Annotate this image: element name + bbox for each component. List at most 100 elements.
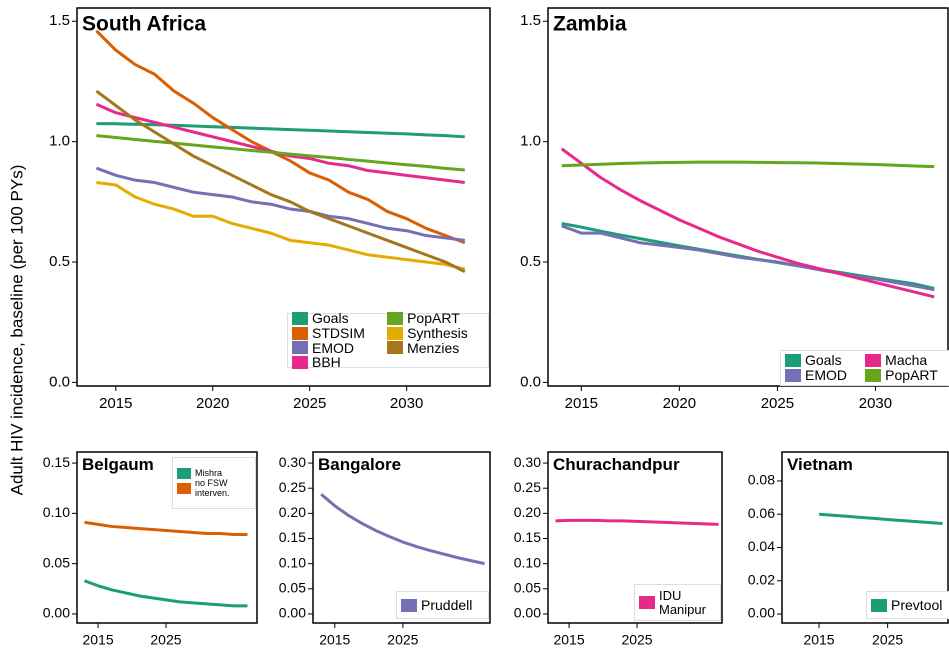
plot-frame: [76, 7, 491, 387]
y-tick-label: 0.00: [748, 605, 775, 621]
legend-item: STDSIM: [292, 326, 381, 341]
panel-title: Zambia: [553, 12, 627, 35]
legend: Mishra no FSW interven.: [172, 457, 256, 509]
panel-title: Vietnam: [787, 455, 853, 474]
y-axis-label: Adult HIV incidence, baseline (per 100 P…: [7, 165, 26, 496]
series-line: [83, 579, 248, 608]
series-line: [561, 160, 935, 169]
y-tick-label: 0.0: [520, 373, 541, 390]
legend-label: Goals: [805, 352, 842, 369]
y-tick-label: 0.20: [514, 504, 541, 520]
legend-label: BBH: [312, 354, 341, 371]
legend-item: EMOD: [785, 368, 859, 383]
x-tick-label: 2030: [390, 395, 423, 412]
x-tick-label: 2015: [99, 395, 132, 412]
y-tick-label: 0.00: [43, 605, 70, 621]
legend-swatch: [292, 311, 308, 325]
y-tick-label: 0.5: [520, 253, 541, 270]
y-tick-label: 0.10: [43, 504, 70, 520]
x-tick-label: 2030: [859, 395, 892, 412]
legend-label: Goals: [312, 310, 349, 327]
x-tick-label: 2020: [663, 395, 696, 412]
plot-area: [320, 493, 485, 566]
panel-title: South Africa: [82, 12, 206, 35]
series-line: [96, 134, 465, 172]
x-tick-label: 2015: [553, 632, 584, 648]
legend-label: EMOD: [805, 367, 847, 383]
legend-item: IDU Manipur: [639, 587, 716, 617]
legend-item: Menzies: [387, 339, 484, 356]
series-line: [95, 29, 466, 245]
x-tick-label: 2025: [150, 632, 181, 648]
series-line: [95, 89, 466, 273]
panel-title: Churachandpur: [553, 455, 680, 474]
y-tick-label: 0.15: [514, 529, 541, 545]
legend-swatch: [401, 598, 417, 612]
legend-item: Macha: [865, 353, 949, 368]
legend: IDU Manipur: [634, 584, 721, 621]
series-line: [95, 166, 465, 242]
legend-item: Goals: [785, 353, 859, 368]
x-tick-label: 2025: [293, 395, 326, 412]
legend-swatch: [177, 483, 191, 494]
legend-swatch: [785, 368, 801, 382]
legend-item: Synthesis: [387, 326, 484, 341]
series-line: [320, 493, 485, 566]
legend-label: STDSIM: [312, 324, 365, 341]
x-tick-label: 2025: [621, 632, 652, 648]
legend-item: no FSW interven.: [177, 478, 251, 498]
legend-label: no FSW interven.: [195, 478, 230, 498]
x-tick-label: 2020: [196, 395, 229, 412]
legend-swatch: [387, 341, 404, 355]
plot-area: [560, 147, 935, 299]
y-tick-label: 0.20: [279, 504, 306, 520]
x-tick-label: 2015: [803, 632, 834, 648]
y-tick-label: 0.02: [748, 571, 775, 587]
y-tick-label: 0.15: [43, 454, 70, 470]
series-line: [561, 224, 935, 292]
y-tick-label: 0.00: [279, 605, 306, 621]
legend-swatch: [639, 596, 655, 609]
legend-item: Prevtool: [871, 596, 949, 613]
series-line: [96, 181, 466, 271]
y-tick-label: 0.10: [279, 554, 306, 570]
legend-label: IDU Manipur: [659, 587, 706, 617]
legend-label: Menzies: [407, 339, 460, 356]
plot-area: [95, 29, 466, 273]
legend: Goals STDSIM EMOD BBH PopART Synthesis Menzies: [287, 310, 489, 371]
legend-label: Mishra: [195, 467, 223, 478]
legend-swatch: [785, 354, 801, 368]
plot-frame: [76, 451, 258, 624]
plot-frame: [781, 451, 949, 624]
y-tick-label: 0.04: [748, 538, 775, 554]
series-line: [560, 147, 935, 299]
panel-title: Bangalore: [318, 455, 401, 474]
x-tick-label: 2025: [387, 632, 418, 648]
y-tick-label: 0.10: [514, 554, 541, 570]
plot-area: [818, 512, 943, 526]
legend: Pruddell: [396, 591, 489, 619]
y-tick-label: 0.25: [279, 479, 306, 495]
legend-swatch: [387, 311, 404, 325]
series-line: [84, 520, 248, 536]
legend-swatch: [292, 356, 308, 370]
legend-label: Prevtool: [891, 596, 943, 613]
legend-item: Pruddell: [401, 597, 484, 613]
legend: Goals EMOD Macha PopART: [780, 350, 949, 386]
plot-frame: [547, 451, 723, 624]
y-tick-label: 1.5: [520, 12, 541, 29]
y-tick-label: 1.0: [520, 133, 541, 150]
y-tick-label: 1.5: [49, 12, 70, 29]
legend-item: Mishra: [177, 467, 251, 480]
legend-label: Macha: [885, 352, 928, 369]
plot-area: [555, 518, 719, 526]
legend-swatch: [871, 598, 887, 612]
legend-label: PopART: [407, 310, 460, 327]
plot-frame: [312, 451, 491, 624]
legend-label: EMOD: [312, 339, 354, 356]
series-line: [555, 518, 719, 526]
legend-swatch: [177, 468, 191, 480]
y-tick-label: 0.05: [514, 580, 541, 596]
y-tick-label: 0.00: [514, 605, 541, 621]
